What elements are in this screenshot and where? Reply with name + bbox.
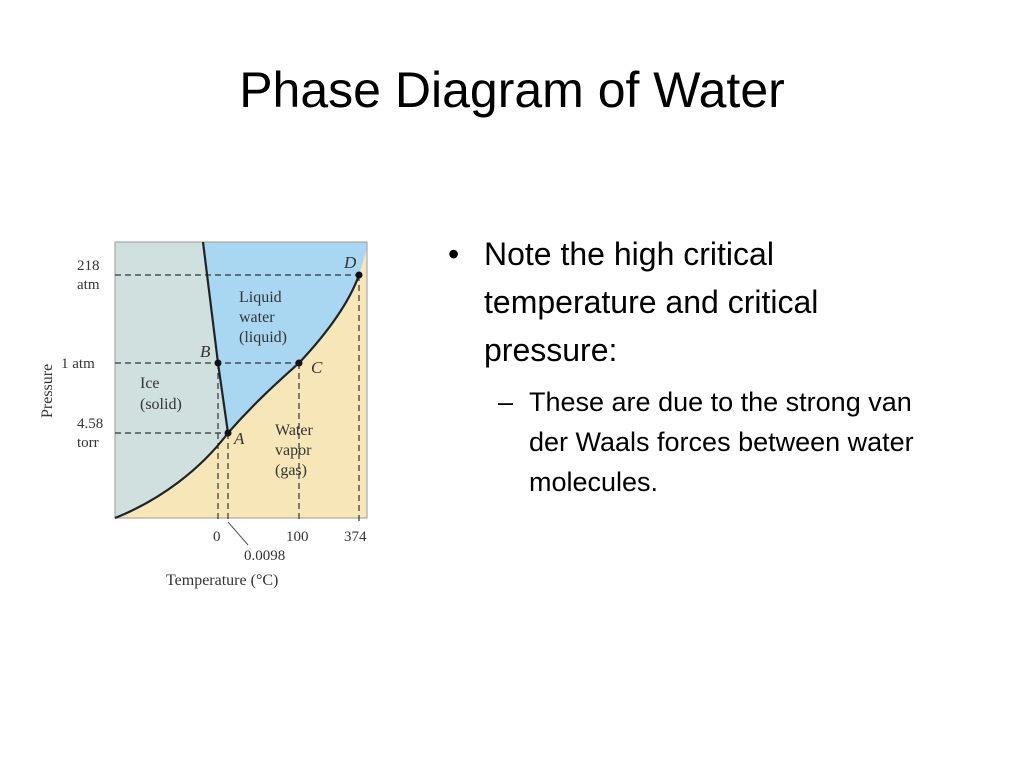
bullet-sub-text: These are due to the strong van der Waal… [529,387,914,497]
sublimation-curve [114,432,229,520]
bullet-list: • Note the high critical temperature and… [444,230,944,502]
temperature-tick-0: 0 [213,529,221,545]
phase-diagram: A B C D Liquid water (liquid) Ice (solid… [30,230,380,595]
point-d-marker [355,271,363,279]
bullet-main-text: Note the high critical temperature and c… [484,236,819,368]
liquid-region-label-2: water [239,309,275,326]
bullet-dash-icon: – [498,387,514,417]
solid-region-label-2: (solid) [140,396,182,413]
point-c-label: C [311,358,323,377]
dashed-guides [115,274,360,522]
bullet-main: • Note the high critical temperature and… [444,230,944,374]
bullet-dot-icon: • [448,236,460,272]
pressure-tick-458-bottom: torr [77,435,99,451]
liquid-region [203,242,367,433]
gas-region-label-1: Water [275,422,313,439]
phase-diagram-svg: A B C D Liquid water (liquid) Ice (solid… [39,241,368,589]
gas-region-label-2: vapor [275,442,312,459]
point-c-marker [295,359,303,367]
solid-region-label-1: Ice [140,375,160,392]
pressure-tick-458-top: 4.58 [77,416,103,432]
pressure-tick-1atm: 1 atm [61,356,95,372]
temperature-tick-100: 100 [286,529,309,545]
pressure-tick-218-top: 218 [77,258,100,274]
slide-title: Phase Diagram of Water [239,62,785,118]
point-d-label: D [343,253,357,272]
plot-frame [114,241,368,519]
triple-point-leader [227,521,249,546]
point-a-marker [224,429,232,437]
temperature-tick-triple: 0.0098 [244,548,285,564]
point-a-label: A [233,429,245,448]
y-axis-label: Pressure [39,364,56,418]
point-b-marker [214,359,222,367]
gas-region [115,242,367,518]
pressure-tick-218-bottom: atm [77,277,100,293]
x-axis-label: Temperature (°C) [166,572,278,589]
point-b-label: B [200,342,211,361]
gas-region-label-3: (gas) [275,462,307,479]
liquid-region-label-1: Liquid [239,289,282,306]
temperature-tick-374: 374 [344,529,367,545]
liquid-region-label-3: (liquid) [239,329,287,346]
bullet-sub: – These are due to the strong van der Wa… [444,382,944,502]
